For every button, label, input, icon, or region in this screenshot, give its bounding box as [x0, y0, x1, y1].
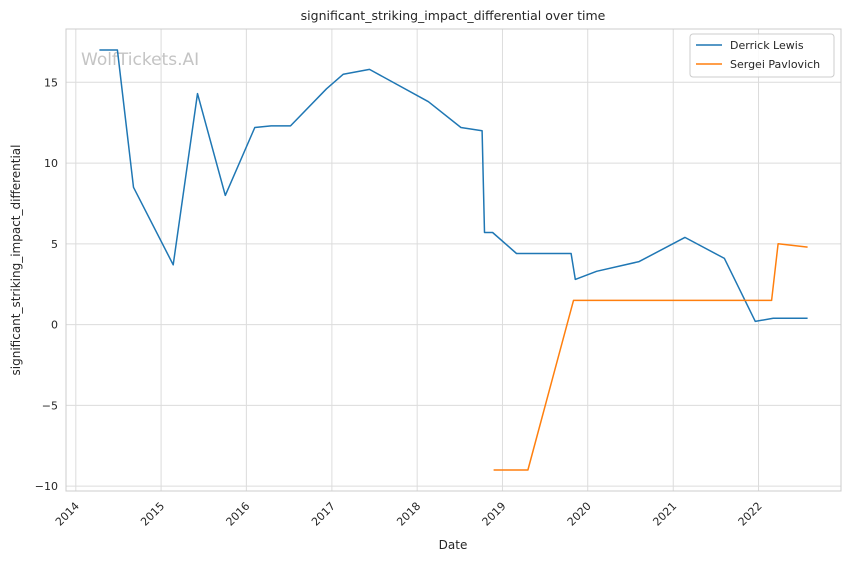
x-tick-label: 2021 [650, 500, 679, 529]
series-line-sergei-pavlovich [493, 243, 808, 471]
x-axis-ticks: 2014 2015 2016 2017 2018 2019 2020 2021 2022 [53, 500, 765, 529]
x-axis-title: Date [439, 538, 468, 552]
x-tick-label: 2022 [736, 500, 765, 529]
x-tick-label: 2016 [224, 500, 253, 529]
x-tick-label: 2014 [53, 500, 82, 529]
series-lines [99, 49, 808, 471]
plot-frame [65, 28, 842, 492]
legend-label-sergei-pavlovich: Sergei Pavlovich [730, 58, 820, 71]
y-axis-ticks: −10 −5 0 5 10 15 [35, 76, 58, 493]
y-tick-label: 10 [44, 157, 58, 170]
y-tick-label: −5 [42, 399, 58, 412]
y-axis-title: significant_striking_impact_differential [9, 145, 23, 376]
legend-box [689, 33, 835, 78]
x-tick-label: 2019 [480, 500, 509, 529]
y-tick-label: −10 [35, 480, 58, 493]
x-tick-label: 2020 [565, 500, 594, 529]
series-line-derrick-lewis [99, 49, 808, 323]
y-tick-label: 5 [51, 238, 58, 251]
chart-title: significant_striking_impact_differential… [301, 8, 606, 23]
y-tick-label: 15 [44, 76, 58, 89]
grid-lines [66, 29, 841, 491]
legend-label-derrick-lewis: Derrick Lewis [730, 39, 804, 52]
y-tick-label: 0 [51, 319, 58, 332]
x-tick-label: 2017 [309, 500, 338, 529]
x-tick-label: 2018 [394, 500, 423, 529]
legend: Derrick Lewis Sergei Pavlovich [689, 33, 835, 78]
x-tick-label: 2015 [138, 500, 167, 529]
watermark: WolfTickets.AI [81, 50, 199, 70]
